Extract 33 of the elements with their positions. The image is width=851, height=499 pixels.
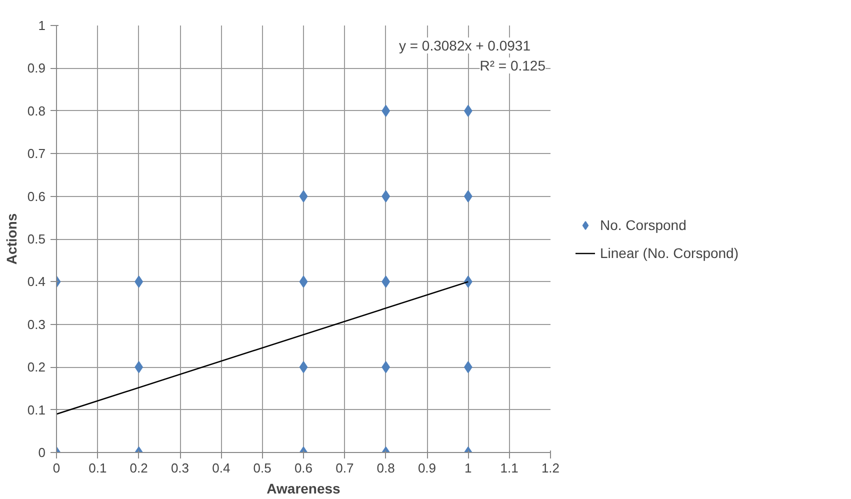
legend-label: Linear (No. Corspond) [600, 244, 739, 260]
y-tick-label: 0.5 [27, 232, 46, 246]
annotation: y = 0.3082x + 0.0931 [398, 38, 531, 54]
x-tick-label: 0.3 [170, 460, 190, 476]
x-tick-label: 0.6 [294, 460, 313, 476]
y-tick-label: 0 [38, 445, 46, 460]
y-tick-label: 0.3 [27, 316, 46, 332]
x-tick-label: 1.1 [500, 460, 518, 476]
x-tick-label: 0.2 [130, 460, 148, 476]
x-tick-label: 1.2 [541, 460, 560, 476]
y-tick-label: 1 [38, 18, 46, 33]
x-tick-label: 0.8 [376, 460, 395, 476]
y-tick-label: 0.9 [27, 60, 46, 76]
point [299, 276, 308, 288]
annotation: R² = 0.125 [480, 58, 546, 74]
x-tick-label: 0.7 [336, 460, 354, 476]
y-tick-label: 0.7 [27, 146, 46, 162]
x-tick-label: 0.4 [212, 460, 230, 476]
y-tick-label: 0.2 [27, 360, 46, 375]
x-tick-label: 1 [464, 460, 472, 476]
point [299, 190, 308, 202]
x-tick-label: 0 [52, 460, 60, 476]
point [299, 361, 308, 374]
x-axis-title: Awareness [266, 480, 341, 496]
y-tick-label: 0.8 [27, 103, 46, 118]
x-tick-label: 0.5 [253, 460, 272, 476]
x-tick-label: 0.9 [418, 460, 436, 476]
legend-label: No. Corspond [600, 216, 686, 232]
y-tick-label: 0.4 [27, 274, 46, 290]
x-tick-label: 0.1 [88, 460, 107, 476]
y-tick-label: 0.1 [27, 402, 46, 418]
y-axis-title: Actions [3, 213, 20, 265]
y-tick-label: 0.6 [27, 188, 46, 204]
